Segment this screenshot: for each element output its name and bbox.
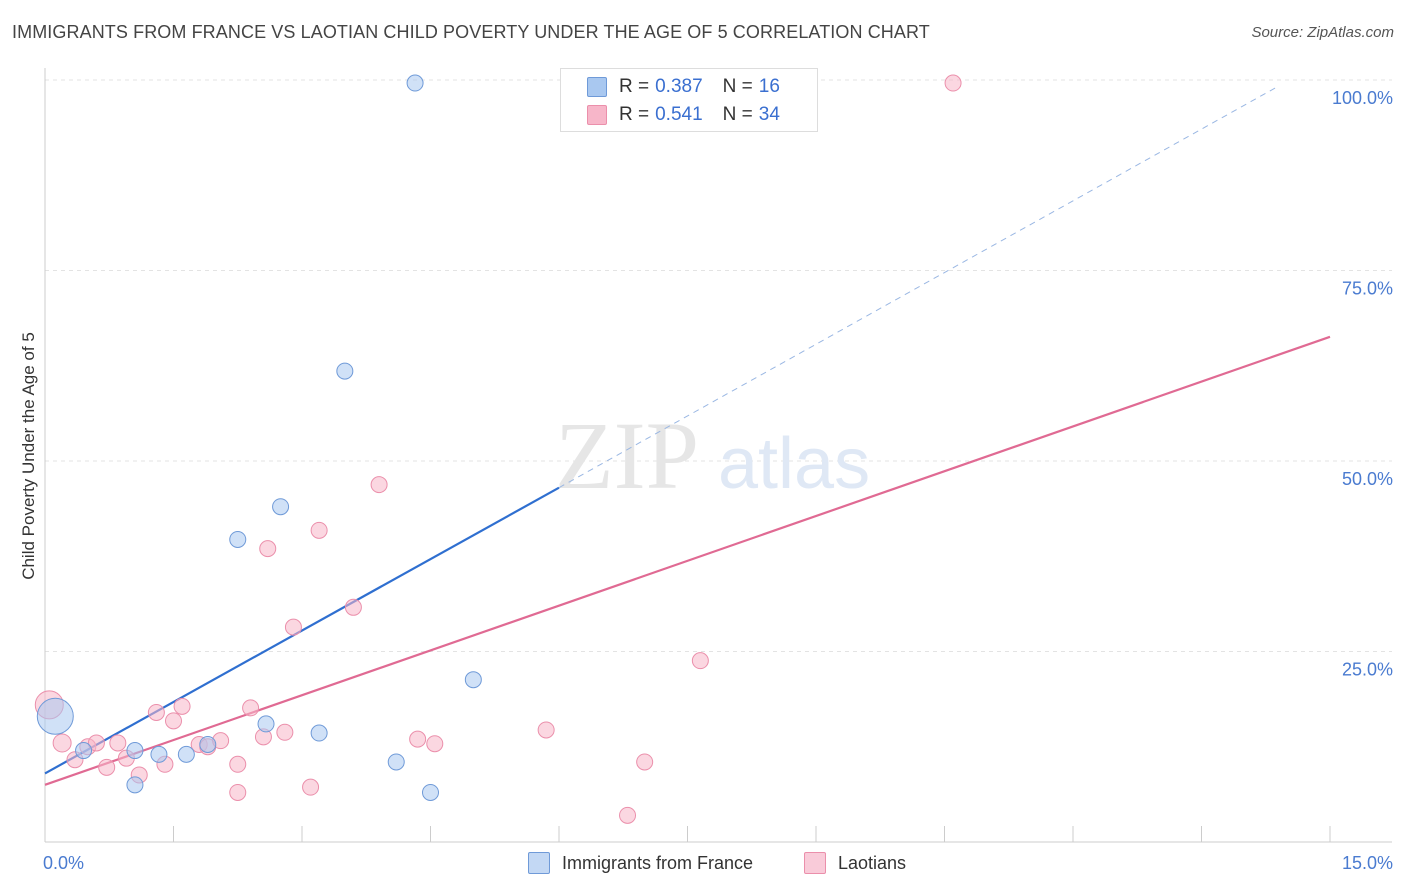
- trend-extension-0: [558, 85, 1279, 489]
- trend-lines: [44, 85, 1331, 786]
- point-laotians: [284, 618, 302, 636]
- point-laotians: [619, 806, 637, 824]
- point-france: [36, 697, 74, 735]
- bottom-legend-swatch-france: [528, 852, 550, 874]
- data-points: [34, 74, 962, 824]
- point-laotians: [109, 734, 127, 752]
- y-tick-label: 75.0%: [1342, 279, 1393, 299]
- legend-swatch-laotians: [587, 105, 607, 125]
- point-france: [387, 753, 405, 771]
- point-laotians: [52, 733, 72, 753]
- legend-row-france: R = 0.387 N = 16: [587, 75, 780, 99]
- legend-r-value: 0.387: [655, 76, 703, 97]
- point-france: [126, 742, 144, 760]
- point-laotians: [426, 735, 444, 753]
- trend-line-0: [44, 486, 560, 775]
- legend-r-value: 0.541: [655, 104, 703, 125]
- point-laotians: [165, 712, 182, 730]
- point-laotians: [636, 753, 654, 771]
- bottom-legend-swatch-laotians: [804, 852, 826, 874]
- legend-row-laotians: R = 0.541 N = 34: [587, 103, 780, 127]
- point-france: [257, 715, 275, 733]
- y-tick-label: 50.0%: [1342, 469, 1393, 489]
- grid-lines: [45, 79, 1392, 652]
- legend-n-value: 34: [758, 104, 780, 125]
- legend-n-label: N =: [722, 76, 753, 97]
- point-france: [422, 783, 439, 801]
- point-france: [126, 776, 144, 794]
- watermark: ZIP atlas: [555, 402, 870, 509]
- point-laotians: [242, 699, 260, 717]
- point-laotians: [409, 730, 427, 748]
- point-france: [336, 362, 354, 380]
- bottom-legend-label-laotians: Laotians: [838, 852, 907, 873]
- point-france: [310, 724, 328, 742]
- y-tick-label: 100.0%: [1332, 88, 1393, 108]
- y-axis-title: Child Poverty Under the Age of 5: [19, 332, 38, 580]
- x-tick-labels: 0.0% 15.0%: [43, 853, 1393, 873]
- point-laotians: [276, 723, 294, 741]
- legend-swatch-france: [587, 77, 607, 97]
- point-laotians: [944, 74, 962, 92]
- y-tick-label: 25.0%: [1342, 660, 1393, 680]
- point-laotians: [344, 598, 362, 616]
- point-france: [75, 742, 93, 760]
- point-laotians: [310, 521, 328, 539]
- point-france: [272, 498, 290, 516]
- point-laotians: [259, 540, 277, 558]
- point-laotians: [229, 783, 247, 801]
- point-france: [177, 745, 195, 763]
- point-france: [464, 671, 482, 689]
- point-france: [406, 74, 424, 92]
- point-laotians: [98, 758, 116, 776]
- legend-r-label: R =: [619, 104, 650, 125]
- point-laotians: [370, 476, 388, 494]
- point-laotians: [229, 755, 247, 773]
- point-france: [199, 735, 217, 753]
- watermark-atlas: atlas: [718, 424, 870, 504]
- point-france: [229, 530, 247, 548]
- source-label: Source: ZipAtlas.com: [1251, 24, 1394, 41]
- point-laotians: [147, 703, 165, 721]
- x-tick-label: 15.0%: [1342, 853, 1393, 873]
- x-tick-label: 0.0%: [43, 853, 84, 873]
- point-laotians: [691, 652, 709, 670]
- trend-line-1: [44, 335, 1331, 786]
- point-france: [150, 745, 168, 763]
- point-laotians: [302, 778, 320, 796]
- watermark-zip: ZIP: [555, 402, 699, 509]
- legend-n-label: N =: [722, 104, 753, 125]
- bottom-legend-label-france: Immigrants from France: [562, 852, 754, 873]
- point-laotians: [173, 697, 191, 715]
- bottom-legend-france: Immigrants from France: [528, 852, 753, 874]
- point-laotians: [87, 734, 105, 752]
- chart-title: IMMIGRANTS FROM FRANCE VS LAOTIAN CHILD …: [12, 22, 930, 42]
- legend-n-value: 16: [758, 76, 780, 97]
- legend: R = 0.387 N = 16 R = 0.541 N = 34: [560, 68, 818, 132]
- point-laotians: [537, 721, 555, 739]
- legend-r-label: R =: [619, 76, 650, 97]
- bottom-legend-laotians: Laotians: [804, 852, 906, 874]
- y-tick-labels: 25.0% 50.0% 75.0% 100.0%: [1332, 88, 1393, 680]
